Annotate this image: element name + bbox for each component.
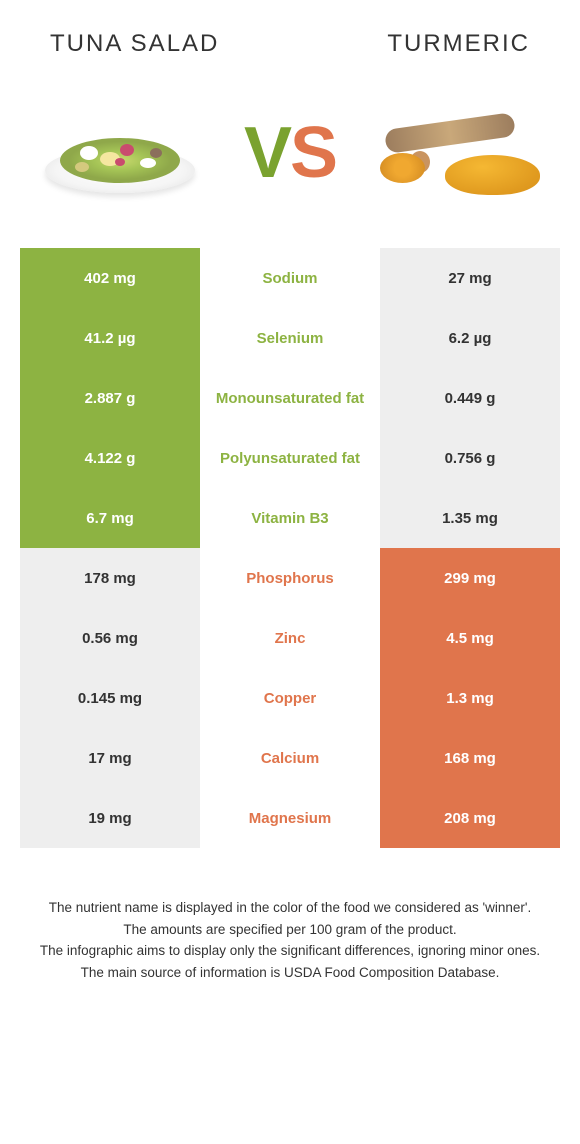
nutrient-name: Copper xyxy=(200,668,380,728)
vs-row: VS xyxy=(0,78,580,238)
table-row: 2.887 gMonounsaturated fat0.449 g xyxy=(20,368,560,428)
left-value: 17 mg xyxy=(20,728,200,788)
left-value: 402 mg xyxy=(20,248,200,308)
left-value: 19 mg xyxy=(20,788,200,848)
footer-line: The amounts are specified per 100 gram o… xyxy=(30,920,550,940)
nutrient-name: Calcium xyxy=(200,728,380,788)
nutrient-name: Zinc xyxy=(200,608,380,668)
footer-line: The infographic aims to display only the… xyxy=(30,941,550,961)
tuna-salad-image xyxy=(30,98,210,208)
comparison-table: 402 mgSodium27 mg41.2 µgSelenium6.2 µg2.… xyxy=(20,248,560,848)
right-value: 299 mg xyxy=(380,548,560,608)
footer-line: The main source of information is USDA F… xyxy=(30,963,550,983)
left-value: 4.122 g xyxy=(20,428,200,488)
table-row: 41.2 µgSelenium6.2 µg xyxy=(20,308,560,368)
table-row: 0.145 mgCopper1.3 mg xyxy=(20,668,560,728)
nutrient-name: Monounsaturated fat xyxy=(200,368,380,428)
left-value: 178 mg xyxy=(20,548,200,608)
right-value: 0.449 g xyxy=(380,368,560,428)
vs-s: S xyxy=(290,112,336,194)
nutrient-name: Polyunsaturated fat xyxy=(200,428,380,488)
right-value: 1.35 mg xyxy=(380,488,560,548)
left-value: 2.887 g xyxy=(20,368,200,428)
table-row: 19 mgMagnesium208 mg xyxy=(20,788,560,848)
header: Tuna salad Turmeric xyxy=(0,0,580,78)
right-value: 27 mg xyxy=(380,248,560,308)
table-row: 4.122 gPolyunsaturated fat0.756 g xyxy=(20,428,560,488)
left-value: 41.2 µg xyxy=(20,308,200,368)
nutrient-name: Vitamin B3 xyxy=(200,488,380,548)
left-value: 0.56 mg xyxy=(20,608,200,668)
nutrient-name: Selenium xyxy=(200,308,380,368)
vs-label: VS xyxy=(244,112,336,194)
right-value: 4.5 mg xyxy=(380,608,560,668)
title-right: Turmeric xyxy=(387,30,530,58)
title-left: Tuna salad xyxy=(50,30,219,58)
turmeric-image xyxy=(370,98,550,208)
right-value: 1.3 mg xyxy=(380,668,560,728)
table-row: 402 mgSodium27 mg xyxy=(20,248,560,308)
right-value: 6.2 µg xyxy=(380,308,560,368)
right-value: 0.756 g xyxy=(380,428,560,488)
nutrient-name: Magnesium xyxy=(200,788,380,848)
table-row: 17 mgCalcium168 mg xyxy=(20,728,560,788)
vs-v: V xyxy=(244,112,290,194)
footer-line: The nutrient name is displayed in the co… xyxy=(30,898,550,918)
nutrient-name: Phosphorus xyxy=(200,548,380,608)
table-row: 178 mgPhosphorus299 mg xyxy=(20,548,560,608)
left-value: 6.7 mg xyxy=(20,488,200,548)
left-value: 0.145 mg xyxy=(20,668,200,728)
table-row: 0.56 mgZinc4.5 mg xyxy=(20,608,560,668)
right-value: 208 mg xyxy=(380,788,560,848)
table-row: 6.7 mgVitamin B31.35 mg xyxy=(20,488,560,548)
nutrient-name: Sodium xyxy=(200,248,380,308)
right-value: 168 mg xyxy=(380,728,560,788)
footer-notes: The nutrient name is displayed in the co… xyxy=(30,898,550,982)
